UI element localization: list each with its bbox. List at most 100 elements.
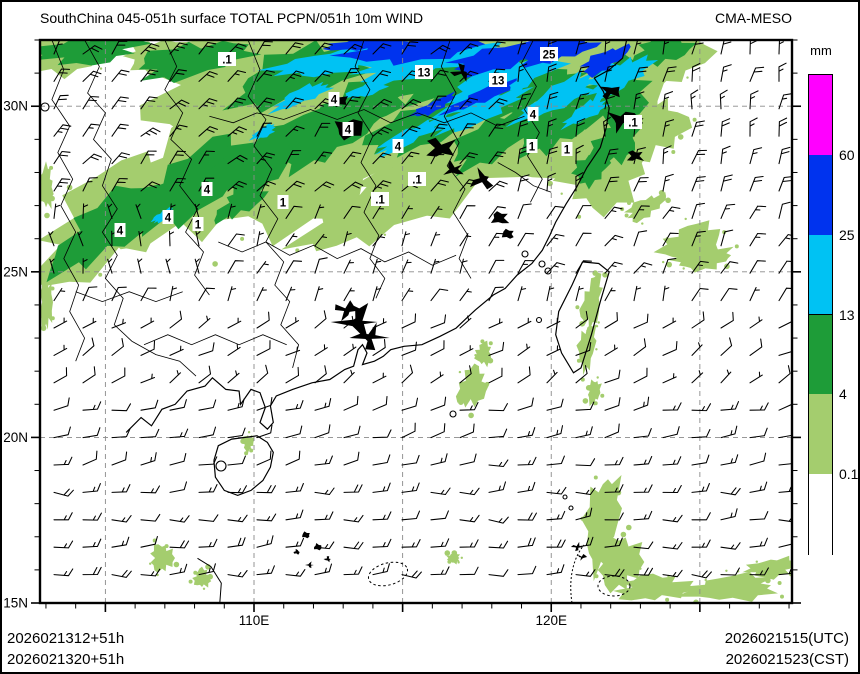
wind-barb (53, 150, 71, 165)
wind-barb (488, 180, 508, 192)
wind-barb (82, 337, 95, 356)
wind-barb (720, 229, 734, 247)
wind-barb (488, 367, 503, 384)
precip-speckle (576, 358, 581, 363)
wind-barb (401, 313, 417, 329)
wind-barb (662, 569, 683, 578)
wind-barb (140, 69, 159, 82)
wind-barb (111, 337, 124, 356)
wind-barb (111, 515, 132, 523)
wind-barb (111, 286, 127, 302)
wind-barb (662, 91, 674, 110)
wind-barb (430, 566, 450, 576)
wind-barb (691, 482, 710, 493)
lat-axis-label: 20N (3, 430, 28, 445)
wind-barb (546, 285, 555, 302)
precip-blob (338, 74, 395, 101)
wind-barb (749, 232, 767, 247)
wind-barb (633, 567, 654, 576)
wind-barb (227, 154, 248, 165)
contour-label-box (415, 65, 433, 79)
wind-barb (53, 203, 61, 219)
wind-barb (546, 146, 559, 165)
wind-barb (111, 41, 128, 55)
wind-barb (459, 233, 472, 247)
wind-barb (459, 97, 479, 110)
wind-barb (372, 258, 382, 274)
wind-barb (343, 425, 361, 439)
wind-barb (720, 401, 740, 411)
wind-barb (662, 340, 678, 356)
grid-layer (41, 41, 791, 602)
wind-barb (227, 370, 240, 384)
wind-barb (169, 370, 182, 384)
wind-barb (227, 514, 248, 523)
precip-speckle (249, 448, 254, 453)
wind-barb (778, 543, 791, 548)
wind-barb (140, 568, 161, 577)
wind-barb (256, 485, 276, 494)
wind-barb (256, 286, 267, 302)
wind-barb (372, 152, 392, 165)
precip-speckle (703, 246, 708, 250)
wind-barb (285, 42, 304, 55)
wind-barb (314, 151, 333, 165)
wind-barb (749, 338, 763, 356)
precip-speckle (593, 475, 598, 480)
lake-or-city-mark (490, 211, 510, 224)
wind-barb (140, 340, 156, 356)
wind-barb (111, 96, 129, 110)
wind-barb (517, 565, 537, 576)
contour-label: .1 (375, 195, 385, 207)
wind-barb (49, 258, 55, 274)
wind-barb (575, 93, 589, 110)
contour-label: 1 (280, 198, 287, 210)
wind-barb (82, 538, 102, 548)
precip-blob (248, 121, 276, 141)
wind-barb (749, 175, 764, 192)
wind-barb (53, 344, 68, 356)
wind-barb (517, 174, 530, 192)
wind-barb (575, 41, 588, 55)
frame-layer: 30N 25N 20N 15N 110E 120E (3, 38, 801, 628)
contour-label-box (277, 195, 289, 209)
wind-barb (575, 205, 592, 219)
wind-barb (401, 364, 414, 384)
hainan-island (213, 435, 274, 497)
precip-speckle (677, 134, 684, 140)
wind-barb (633, 367, 648, 384)
wind-barb (430, 510, 449, 521)
wind-barb (488, 286, 504, 302)
wind-barb (107, 258, 113, 274)
wind-barb (256, 396, 273, 411)
wind-barb (633, 41, 642, 55)
contour-label: 13 (492, 76, 505, 88)
precip-speckle (593, 566, 596, 569)
precip-speckle (613, 32, 617, 36)
wind-barb (198, 484, 218, 493)
wind-barb (314, 487, 335, 496)
province-border (440, 41, 472, 279)
wind-barb (401, 510, 421, 521)
contour-label: 4 (331, 95, 338, 107)
contour-label: 1 (529, 142, 536, 154)
wind-barb (82, 177, 98, 192)
wind-barb (198, 514, 219, 522)
wind-barb (198, 342, 215, 356)
precip-speckle (212, 261, 218, 267)
precip-speckle (251, 437, 254, 440)
wind-barb (459, 179, 478, 192)
precip-blob (41, 41, 153, 66)
contour-label: 13 (418, 68, 431, 80)
wind-barb (575, 458, 596, 467)
wind-barb (749, 205, 767, 219)
wind-barb (343, 259, 355, 274)
precip-blob (579, 43, 631, 78)
wind-barb (314, 397, 332, 411)
wind-barb (372, 318, 387, 329)
wind-barb (82, 203, 89, 219)
wind-barb (430, 44, 451, 55)
wind-barb (111, 318, 127, 329)
wind-barb (140, 399, 159, 411)
wind-barb (430, 69, 449, 82)
